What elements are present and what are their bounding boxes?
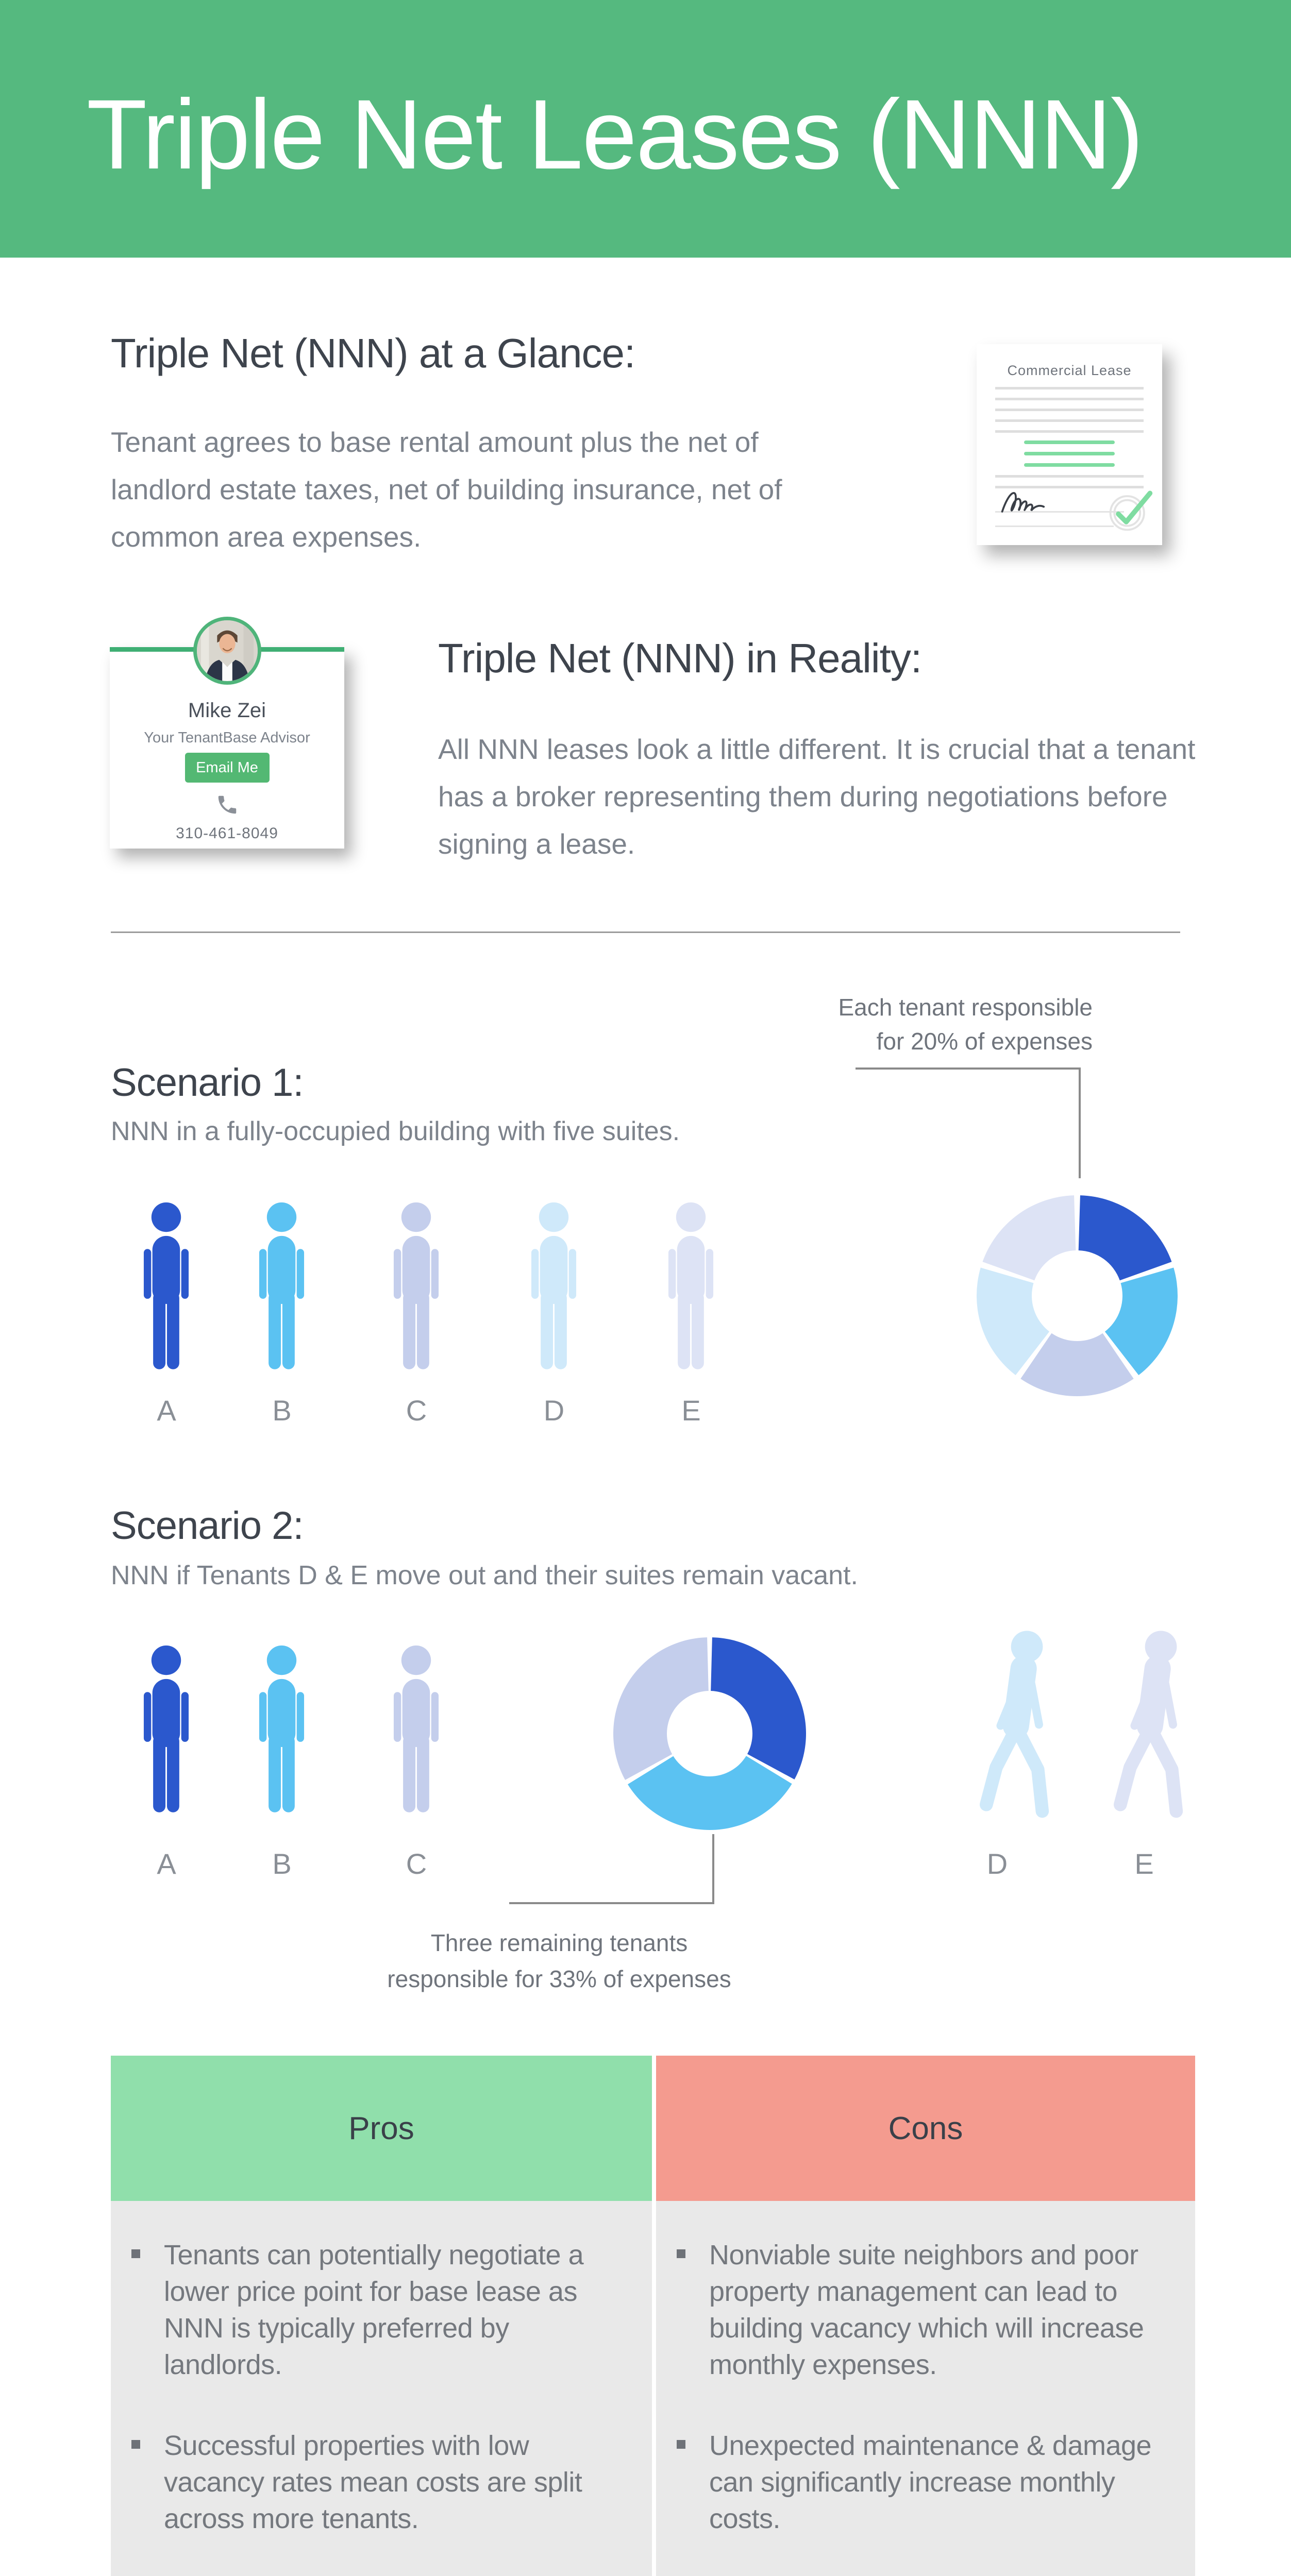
- cons-item: Unexpected maintenance & damage can sign…: [677, 2428, 1166, 2537]
- tenant-c-figure-s2: [387, 1643, 446, 1827]
- cons-column: Cons Nonviable suite neighbors and poor …: [656, 2056, 1195, 2576]
- document-title: Commercial Lease: [1007, 363, 1132, 378]
- reality-body: All NNN leases look a little different. …: [438, 733, 1196, 860]
- document-text-line: [995, 486, 1144, 488]
- scenario1-heading: Scenario 1:: [111, 1061, 304, 1105]
- tenant-c-label: C: [406, 1394, 427, 1427]
- tenant-a-figure: [137, 1200, 196, 1384]
- scenario1-donut-chart: [977, 1195, 1178, 1396]
- pros-body: Tenants can potentially negotiate a lowe…: [111, 2201, 652, 2576]
- document-highlight-line: [1024, 452, 1115, 455]
- tenant-e-figure: [661, 1200, 720, 1384]
- cons-header: Cons: [656, 2056, 1195, 2201]
- advisor-photo: [196, 620, 258, 681]
- tenant-a-label: A: [157, 1394, 176, 1427]
- reality-heading: Triple Net (NNN) in Reality:: [438, 635, 922, 681]
- tenant-b-label: B: [272, 1394, 292, 1427]
- pros-item-text: Tenants can potentially negotiate a lowe…: [164, 2240, 584, 2380]
- tenant-a-figure-s2: [137, 1643, 196, 1827]
- tenant-a-label-s2: A: [157, 1848, 176, 1880]
- scenario2-heading: Scenario 2:: [111, 1504, 304, 1548]
- scenario1-annotation: Each tenant responsible for 20% of expen…: [838, 994, 1093, 1055]
- tenant-c-figure: [387, 1200, 446, 1384]
- pros-item: Successful properties with low vacancy r…: [131, 2428, 623, 2537]
- advisor-card: Mike Zei Your TenantBase Advisor Email M…: [110, 617, 344, 849]
- signature-line: [995, 526, 1114, 527]
- tenant-d-label-s2: D: [986, 1848, 1008, 1880]
- tenant-e-label-s2: E: [1134, 1848, 1154, 1880]
- cons-item-text: Nonviable suite neighbors and poor prope…: [709, 2240, 1144, 2380]
- pros-item: Tenants can potentially negotiate a lowe…: [131, 2237, 623, 2383]
- document-text-line: [995, 409, 1144, 411]
- advisor-name: Mike Zei: [188, 699, 266, 722]
- header-banner: Triple Net Leases (NNN): [0, 0, 1291, 258]
- signature-line: [995, 511, 1124, 513]
- document-text-line: [995, 387, 1144, 389]
- cons-item: Nonviable suite neighbors and poor prope…: [677, 2237, 1166, 2383]
- avatar: [193, 617, 261, 685]
- bullet-icon: [131, 2249, 140, 2258]
- email-me-button[interactable]: Email Me: [185, 753, 270, 783]
- document-highlight-line: [1024, 440, 1115, 444]
- callout-line-vertical-s2: [712, 1834, 714, 1903]
- scenario2-donut-chart: [613, 1637, 806, 1830]
- section-divider: [111, 931, 1180, 933]
- commercial-lease-illustration: Commercial Lease: [977, 344, 1162, 545]
- bullet-icon: [677, 2249, 685, 2258]
- document-text-line: [995, 398, 1144, 400]
- cons-body: Nonviable suite neighbors and poor prope…: [656, 2201, 1195, 2576]
- pros-item-text: Successful properties with low vacancy r…: [164, 2430, 582, 2534]
- tenant-d-figure: [524, 1200, 583, 1384]
- document-text-line: [995, 430, 1144, 433]
- advisor-role: Your TenantBase Advisor: [144, 730, 310, 746]
- advisor-phone-number: 310-461-8049: [176, 825, 278, 842]
- document-text-line: [995, 475, 1144, 478]
- tenant-b-figure: [252, 1200, 311, 1384]
- glance-body: Tenant agrees to base rental amount plus…: [111, 426, 782, 553]
- bullet-icon: [677, 2440, 685, 2449]
- pros-column: Pros Tenants can potentially negotiate a…: [111, 2056, 652, 2576]
- scenario2-body: NNN if Tenants D & E move out and their …: [111, 1561, 858, 1590]
- page-title: Triple Net Leases (NNN): [87, 79, 1144, 190]
- tenant-e-walking-figure: [1099, 1628, 1197, 1832]
- tenant-d-label: D: [543, 1394, 565, 1427]
- tenant-d-walking-figure: [965, 1628, 1063, 1832]
- scenario1-body: NNN in a fully-occupied building with fi…: [111, 1116, 680, 1146]
- callout-line-horizontal-s2: [509, 1902, 714, 1904]
- document-signature-zone: [977, 490, 1162, 535]
- phone-icon: [218, 795, 236, 814]
- tenant-b-label-s2: B: [272, 1848, 292, 1880]
- signature-icon: [1001, 492, 1045, 513]
- callout-line-horizontal: [856, 1067, 1081, 1070]
- document-text-line: [995, 419, 1144, 422]
- tenant-c-label-s2: C: [406, 1848, 427, 1880]
- checkmark-icon: [1109, 490, 1153, 531]
- scenario2-caption: Three remaining tenants responsible for …: [387, 1929, 731, 1992]
- tenant-b-figure-s2: [252, 1643, 311, 1827]
- document-highlight-line: [1024, 463, 1115, 467]
- pros-header: Pros: [111, 2056, 652, 2201]
- bullet-icon: [131, 2440, 140, 2449]
- glance-heading: Triple Net (NNN) at a Glance:: [111, 330, 635, 376]
- tenant-e-label: E: [681, 1394, 701, 1427]
- callout-line-vertical: [1079, 1067, 1081, 1178]
- cons-item-text: Unexpected maintenance & damage can sign…: [709, 2430, 1152, 2534]
